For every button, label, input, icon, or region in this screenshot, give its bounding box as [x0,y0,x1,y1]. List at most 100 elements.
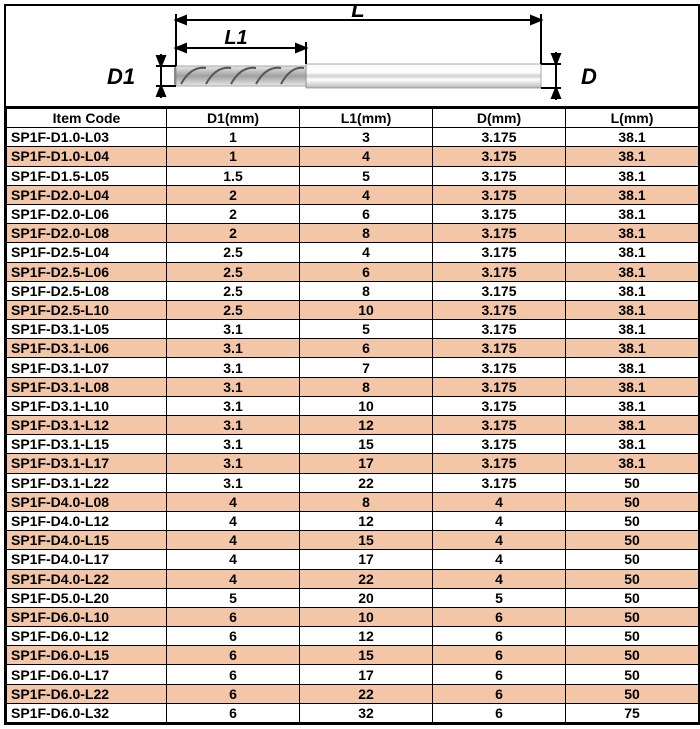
cell-value: 10 [300,396,433,415]
cell-value: 38.1 [566,185,699,204]
cell-value: 5 [433,588,566,607]
cell-value: 38.1 [566,320,699,339]
col-d: D(mm) [433,109,566,128]
cell-value: 10 [300,607,433,626]
cell-value: 22 [300,684,433,703]
spec-table: Item Code D1(mm) L1(mm) D(mm) L(mm) SP1F… [6,108,699,723]
table-row: SP1F-D2.5-L062.563.17538.1 [7,262,699,281]
cell-value: 6 [300,204,433,223]
cell-item-code: SP1F-D2.0-L08 [7,224,167,243]
table-row: SP1F-D6.0-L15615650 [7,646,699,665]
cell-value: 6 [300,339,433,358]
cell-value: 5 [167,588,300,607]
dim-l-label: L [351,6,364,22]
cell-value: 4 [167,492,300,511]
cell-value: 6 [433,627,566,646]
table-row: SP1F-D2.5-L082.583.17538.1 [7,281,699,300]
cell-item-code: SP1F-D1.0-L04 [7,147,167,166]
cell-value: 3.1 [167,473,300,492]
cell-item-code: SP1F-D6.0-L15 [7,646,167,665]
cell-value: 3.175 [433,396,566,415]
cell-item-code: SP1F-D3.1-L15 [7,435,167,454]
cell-value: 38.1 [566,281,699,300]
cell-value: 12 [300,511,433,530]
cell-value: 3.1 [167,454,300,473]
cell-item-code: SP1F-D6.0-L17 [7,665,167,684]
cell-value: 2.5 [167,243,300,262]
col-l: L(mm) [566,109,699,128]
table-row: SP1F-D2.5-L102.5103.17538.1 [7,300,699,319]
table-row: SP1F-D4.0-L15415450 [7,531,699,550]
cell-value: 3.175 [433,435,566,454]
table-row: SP1F-D1.5-L051.553.17538.1 [7,166,699,185]
cell-item-code: SP1F-D4.0-L22 [7,569,167,588]
cell-value: 50 [566,665,699,684]
cell-value: 4 [167,511,300,530]
dim-d [541,52,561,100]
cell-value: 3.175 [433,320,566,339]
table-row: SP1F-D6.0-L10610650 [7,607,699,626]
cell-item-code: SP1F-D5.0-L20 [7,588,167,607]
cell-value: 8 [300,224,433,243]
cell-item-code: SP1F-D3.1-L06 [7,339,167,358]
cell-value: 6 [167,627,300,646]
cell-value: 38.1 [566,204,699,223]
cell-value: 1 [167,147,300,166]
cell-value: 3.175 [433,281,566,300]
cell-value: 38.1 [566,435,699,454]
cell-value: 1.5 [167,166,300,185]
table-row: SP1F-D3.1-L083.183.17538.1 [7,377,699,396]
cell-value: 38.1 [566,262,699,281]
cell-item-code: SP1F-D6.0-L32 [7,703,167,722]
cell-value: 20 [300,588,433,607]
cell-value: 22 [300,569,433,588]
table-row: SP1F-D3.1-L123.1123.17538.1 [7,416,699,435]
table-body: SP1F-D1.0-L03133.17538.1SP1F-D1.0-L04143… [7,128,699,723]
cell-value: 50 [566,492,699,511]
cell-value: 6 [300,262,433,281]
cell-value: 38.1 [566,396,699,415]
cell-value: 3.175 [433,224,566,243]
cell-value: 50 [566,531,699,550]
cell-value: 32 [300,703,433,722]
cell-value: 15 [300,435,433,454]
cell-value: 3.175 [433,339,566,358]
cell-value: 38.1 [566,454,699,473]
cell-item-code: SP1F-D3.1-L22 [7,473,167,492]
table-row: SP1F-D3.1-L153.1153.17538.1 [7,435,699,454]
diagram-svg: L L1 D1 [6,6,698,106]
table-row: SP1F-D2.5-L042.543.17538.1 [7,243,699,262]
col-d1: D1(mm) [167,109,300,128]
tool-shank [306,64,541,88]
cell-value: 3.1 [167,358,300,377]
cell-value: 6 [167,703,300,722]
cell-value: 4 [300,185,433,204]
cell-value: 3.175 [433,128,566,147]
cell-item-code: SP1F-D2.0-L04 [7,185,167,204]
col-item-code: Item Code [7,109,167,128]
cell-value: 50 [566,684,699,703]
cell-value: 5 [300,166,433,185]
cell-value: 6 [433,703,566,722]
spec-sheet: L L1 D1 [4,4,700,725]
cell-value: 2.5 [167,262,300,281]
cell-item-code: SP1F-D2.5-L08 [7,281,167,300]
cell-value: 50 [566,607,699,626]
cell-value: 3 [300,128,433,147]
cell-value: 6 [167,646,300,665]
cell-value: 3.175 [433,166,566,185]
table-row: SP1F-D3.1-L103.1103.17538.1 [7,396,699,415]
cell-value: 3.175 [433,416,566,435]
cell-item-code: SP1F-D3.1-L17 [7,454,167,473]
cell-value: 17 [300,665,433,684]
cell-value: 50 [566,569,699,588]
table-row: SP1F-D3.1-L223.1223.17550 [7,473,699,492]
cell-value: 12 [300,416,433,435]
cell-value: 3.1 [167,377,300,396]
cell-value: 50 [566,646,699,665]
cell-value: 15 [300,646,433,665]
cell-value: 15 [300,531,433,550]
cell-value: 6 [167,607,300,626]
cell-value: 3.175 [433,454,566,473]
cell-value: 3.175 [433,185,566,204]
